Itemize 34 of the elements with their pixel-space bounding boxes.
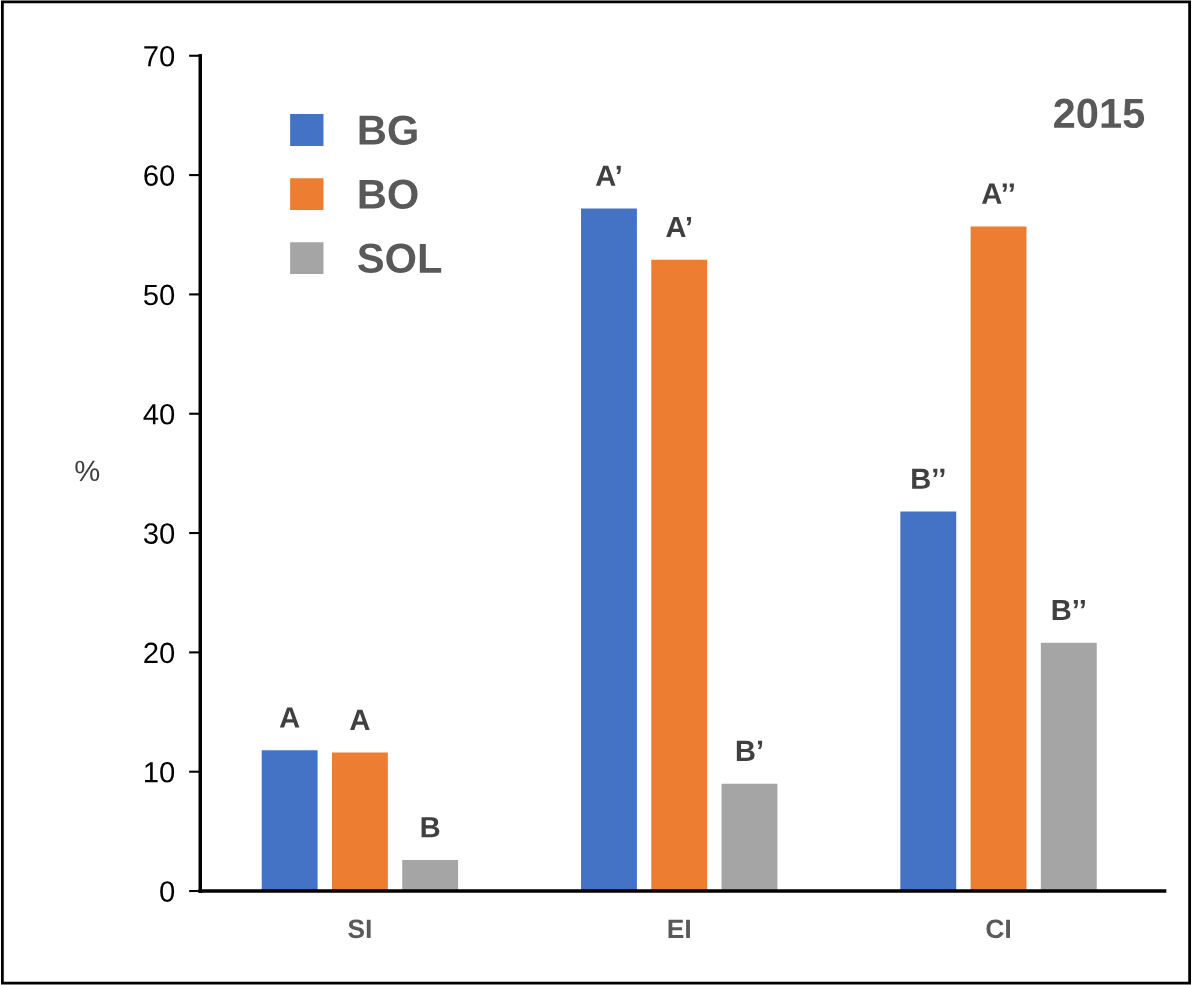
annotation: B’’ [1052, 600, 1085, 621]
y-tick-label: 20 [144, 642, 175, 664]
bar [900, 511, 957, 892]
legend-label: BO [359, 179, 418, 210]
bar [1040, 642, 1097, 892]
y-tick-label: 40 [143, 403, 175, 425]
annotation: B’’ [912, 468, 945, 489]
y-axis-title: % [75, 460, 100, 482]
y-tick-label: 10 [145, 761, 175, 783]
legend-label: BG [359, 115, 417, 145]
bar [261, 750, 318, 892]
x-tick-label: EI [668, 919, 690, 938]
bar [970, 226, 1027, 892]
x-tick-label: CI [986, 919, 1010, 939]
annotation: A’’ [981, 183, 1014, 204]
y-tick-label: 50 [143, 284, 175, 306]
bar [721, 783, 778, 892]
legend-label: SOL [358, 243, 442, 274]
annotation: A’ [666, 217, 692, 238]
annotation: A [279, 707, 300, 728]
bar [331, 752, 388, 892]
annotation: A’ [595, 165, 621, 186]
annotation: A [350, 709, 370, 730]
annotation: B’ [736, 740, 763, 761]
bar [402, 860, 459, 892]
y-tick-label: 30 [143, 523, 175, 544]
bar [581, 208, 637, 892]
x-tick-label: SI [348, 919, 371, 939]
y-tick-label: 60 [144, 165, 175, 186]
y-tick-label: 0 [160, 881, 175, 902]
annotation: 2015 [1054, 98, 1145, 129]
annotation: B [421, 817, 440, 838]
bar [651, 259, 708, 892]
y-tick-label: 70 [144, 45, 175, 67]
